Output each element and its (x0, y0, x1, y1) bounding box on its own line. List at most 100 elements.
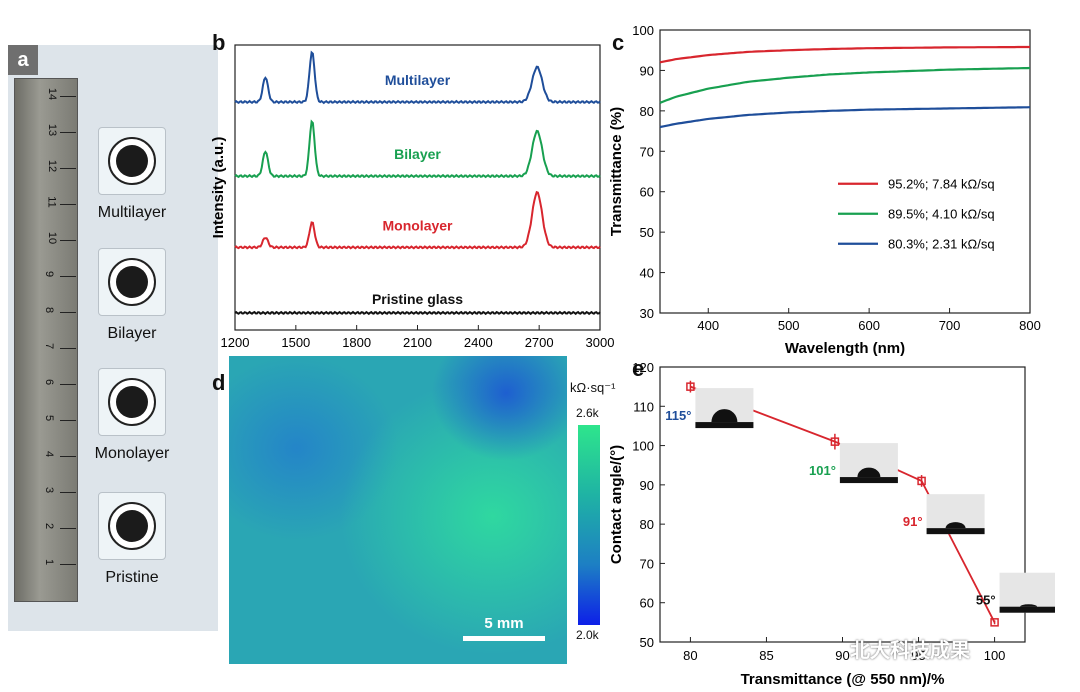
droplet-image (926, 494, 985, 535)
x-tick-label: 1200 (221, 335, 250, 350)
ruler-tick-label: 5 (43, 414, 56, 422)
plot-frame (659, 29, 1031, 314)
y-tick-label: 100 (632, 439, 654, 454)
ruler-tick (60, 564, 76, 565)
colorbar-min: 2.0k (576, 628, 599, 642)
panel-label-d: d (212, 370, 226, 395)
y-tick-label: 100 (632, 23, 654, 38)
ruler-tick-label: 4 (43, 450, 56, 458)
panel-label-b: b (212, 30, 226, 55)
ruler-tick-label: 1 (43, 558, 56, 566)
ruler-tick (60, 132, 76, 133)
ruler-tick-label: 3 (43, 486, 56, 494)
x-tick-label: 95 (911, 648, 925, 663)
ruler-tick-label: 2 (43, 522, 56, 530)
raman-series-line (234, 50, 601, 105)
y-tick-label: 60 (640, 185, 654, 200)
x-tick-label: 400 (697, 318, 719, 333)
series-label: Multilayer (385, 72, 451, 88)
sample-label: Multilayer (97, 204, 167, 221)
y-tick-label: 80 (640, 517, 654, 532)
x-tick-label: 1800 (342, 335, 371, 350)
ruler-tick-label: 7 (43, 342, 56, 350)
y-tick-label: 120 (632, 360, 654, 375)
x-tick-label: 500 (778, 318, 800, 333)
droplet-substrate (926, 528, 985, 535)
transmittance-chart: 400 500 600 700 800 30 40 50 60 70 80 90 100 Waveleng… (608, 23, 1041, 357)
data-point (686, 382, 695, 391)
series-label: Bilayer (394, 146, 441, 162)
ruler-tick (60, 528, 76, 529)
droplet (945, 522, 966, 529)
contact-angle-chart: 80 85 90 95 100 50 60 70 80 90 100 110 120 Transmitta… (608, 360, 1055, 688)
scale-bar-label: 5 mm (484, 615, 523, 632)
university-seal (108, 378, 156, 426)
ruler-tick-label: 10 (46, 231, 59, 245)
droplet (857, 467, 881, 478)
x-tick-label: 1500 (281, 335, 310, 350)
colorbar-max: 2.6k (576, 406, 599, 420)
sample-substrate (98, 248, 166, 316)
ruler-tick (60, 96, 76, 97)
x-tick-label: 2700 (525, 335, 554, 350)
y-tick-label: 60 (640, 596, 654, 611)
y-tick-label: 80 (640, 104, 654, 119)
angle-annotation: 115° (665, 408, 691, 423)
ruler-tick-label: 11 (45, 196, 58, 208)
raman-series-line (234, 310, 601, 316)
y-tick-label: 50 (640, 635, 654, 650)
sample-substrate (98, 492, 166, 560)
angle-annotation: 91° (903, 514, 923, 529)
y-tick-label: 30 (640, 306, 654, 321)
x-axis-label: Transmittance (@ 550 nm)/% (741, 671, 945, 688)
x-tick-label: 85 (759, 648, 773, 663)
sample-substrate (98, 368, 166, 436)
angle-annotation: 55° (976, 593, 996, 608)
data-point (917, 476, 926, 486)
legend-label: 89.5%; 4.10 kΩ/sq (888, 207, 995, 222)
transmittance-series-line (659, 45, 1030, 64)
transmittance-series-line (659, 106, 1031, 129)
ruler-tick-label: 8 (43, 306, 56, 314)
raman-series-line (234, 119, 601, 179)
scale-bar (463, 636, 545, 641)
ruler-tick (60, 240, 76, 241)
y-axis-label: Intensity (a.u.) (210, 137, 227, 239)
colorbar-unit: kΩ·sq⁻¹ (570, 380, 616, 395)
x-tick-label: 80 (683, 648, 697, 663)
legend-label: 80.3%; 2.31 kΩ/sq (888, 237, 995, 252)
x-tick-label: 90 (835, 648, 849, 663)
droplet-substrate (839, 477, 898, 484)
droplet-substrate (999, 606, 1055, 613)
ruler (14, 78, 78, 602)
colorbar (578, 425, 600, 625)
watermark: 北大科技成果 (850, 640, 970, 662)
x-tick-label: 100 (984, 648, 1006, 663)
y-tick-label: 50 (640, 225, 654, 240)
transmittance-series-line (659, 66, 1031, 104)
ruler-tick-label: 6 (43, 378, 56, 386)
sheet-resistance-map: 5 mm (229, 356, 567, 664)
angle-annotation: 101° (809, 463, 836, 478)
ruler-tick (60, 312, 76, 313)
series-label: Monolayer (382, 217, 453, 233)
ruler-tick (60, 492, 76, 493)
droplet-image (839, 443, 898, 484)
x-tick-label: 2400 (464, 335, 493, 350)
ruler-tick-label: 9 (43, 270, 56, 278)
ruler-tick (60, 456, 76, 457)
droplet (711, 409, 738, 423)
ruler-tick (60, 168, 76, 169)
series-label: Pristine glass (372, 291, 463, 307)
ruler-tick (60, 384, 76, 385)
panel-label-c: c (612, 30, 625, 55)
x-tick-label: 700 (939, 318, 961, 333)
data-point (990, 618, 999, 627)
panel-label-e: e (632, 356, 645, 381)
x-tick-label: 2100 (403, 335, 432, 350)
y-axis-label: Contact angle/(°) (608, 445, 625, 564)
sample-label: Monolayer (94, 445, 170, 462)
raman-series-line (234, 190, 601, 250)
ruler-tick-label: 13 (46, 123, 59, 137)
legend-label: 95.2%; 7.84 kΩ/sq (888, 177, 995, 192)
